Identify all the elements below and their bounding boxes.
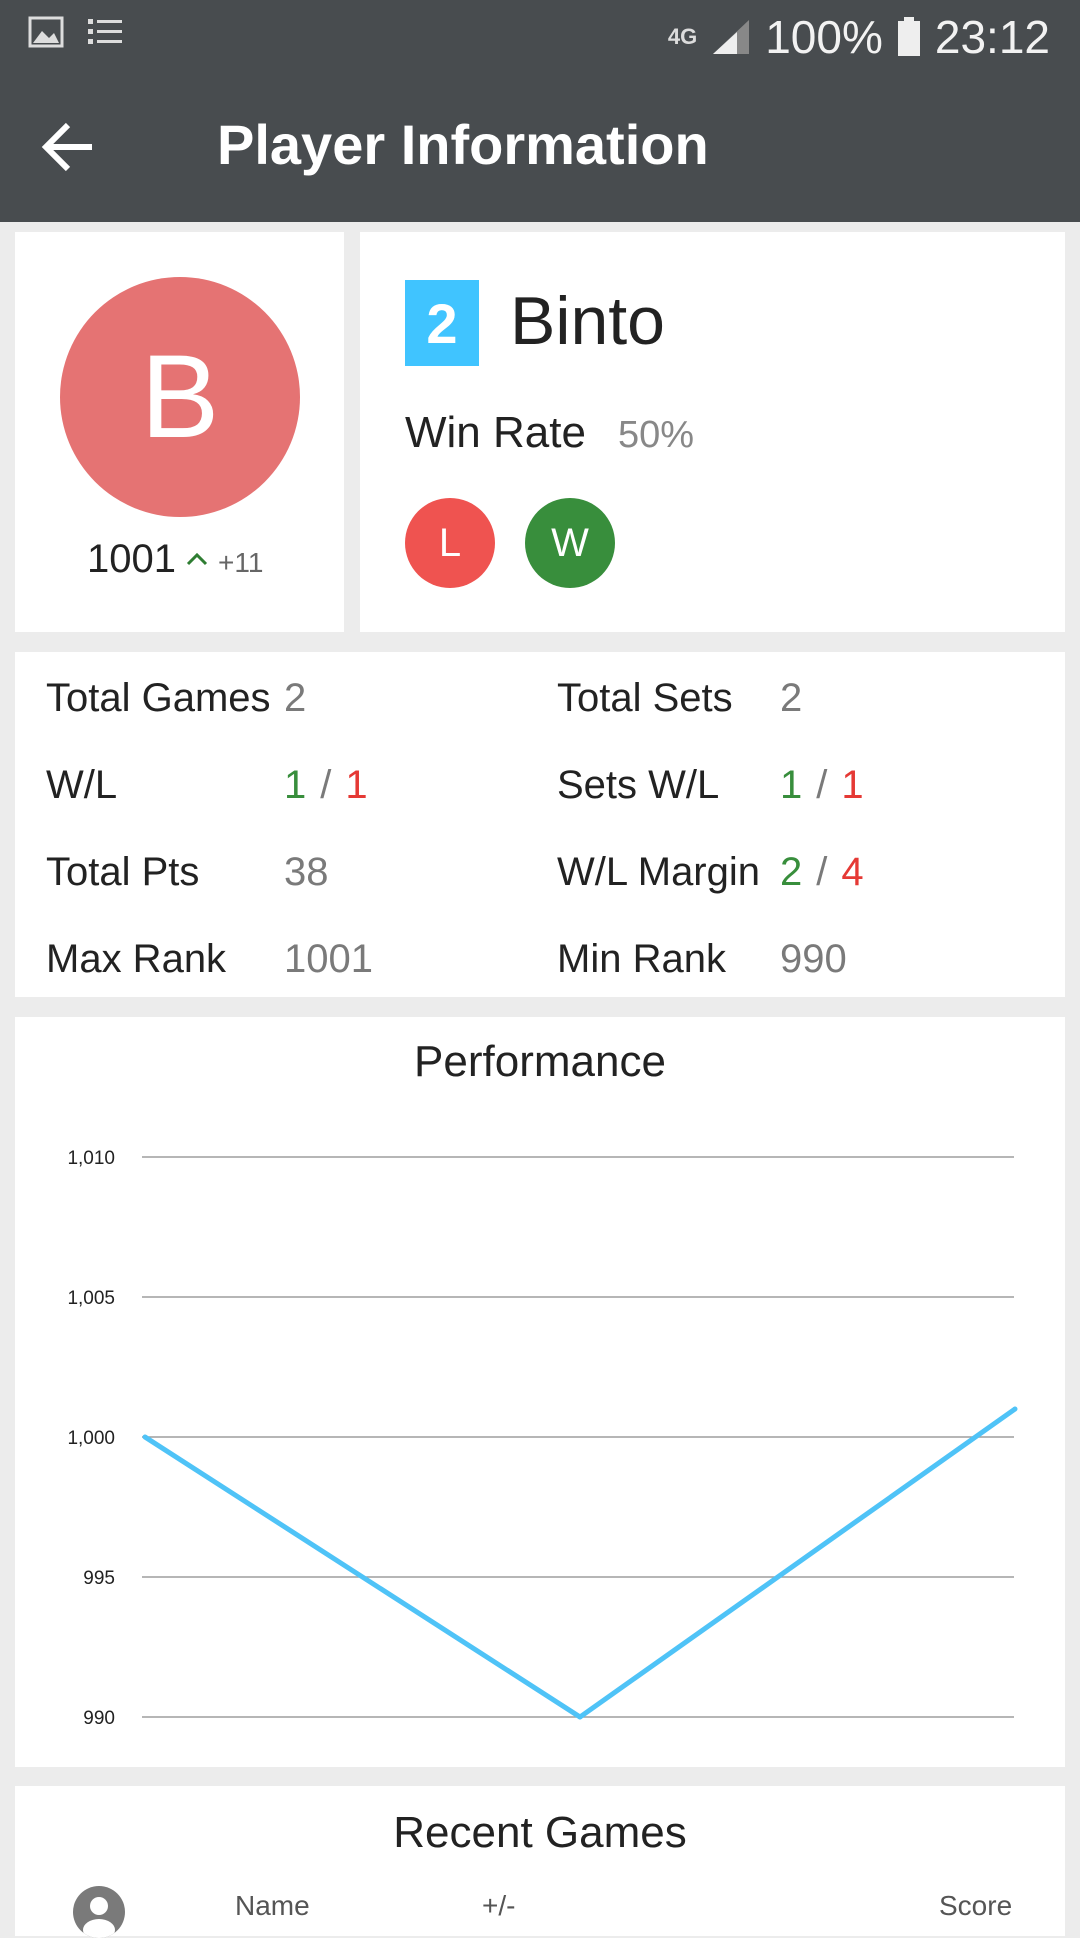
series-line [143, 1406, 1017, 1720]
result-badge-win: W [525, 498, 615, 588]
stat-label: Max Rank [46, 937, 227, 981]
position-badge: 2 [405, 280, 479, 366]
chevron-up-icon [186, 545, 208, 573]
player-name: Binto [510, 283, 665, 359]
stat-label: Min Rank [557, 937, 726, 981]
wins-value: 1 [780, 763, 803, 807]
stat-value: 990 [780, 937, 847, 981]
wins-value: 1 [284, 763, 307, 807]
signal-icon [713, 20, 750, 54]
separator: / [320, 763, 332, 807]
status-bar: 4G 100% 23:12 [0, 0, 1080, 72]
battery-icon [897, 17, 920, 56]
current-rank: 1001 [87, 537, 176, 581]
stat-value: 2 [284, 676, 307, 720]
stat-value: 2 / 4 [780, 850, 864, 895]
clock: 23:12 [934, 11, 1050, 63]
stat-label: Sets W/L [557, 763, 720, 807]
network-icon: 4G [667, 24, 698, 49]
stat-label: W/L [46, 763, 118, 807]
performance-card: Performance 990 995 1,000 1,005 1,010 [15, 1017, 1065, 1767]
result-badge-loss: L [405, 498, 495, 588]
player-avatar-card: B 1001 +11 [15, 232, 344, 632]
win-rate-label: Win Rate [405, 408, 586, 457]
arrow-left-icon[interactable] [40, 117, 100, 177]
avatar: B [60, 277, 300, 517]
data-point [1012, 1406, 1018, 1412]
user-icon [73, 1886, 125, 1938]
image-icon [28, 16, 64, 48]
y-tick-label: 1,005 [67, 1288, 115, 1309]
column-header-plus-minus: +/- [482, 1890, 516, 1921]
column-header-score: Score [939, 1890, 1013, 1921]
data-point [577, 1714, 583, 1720]
stat-value: 1001 [284, 937, 373, 981]
wins-value: 2 [780, 850, 803, 894]
losses-value: 1 [841, 763, 864, 807]
stat-label: Total Games [46, 676, 271, 720]
recent-results: L W [405, 498, 615, 588]
chart-title: Performance [414, 1037, 666, 1086]
stat-label: Total Pts [46, 850, 200, 894]
losses-value: 4 [841, 850, 864, 894]
win-rate: Win Rate 50% [405, 408, 694, 458]
separator: / [816, 850, 828, 894]
list-icon [88, 19, 122, 44]
data-point [142, 1434, 148, 1440]
rank-row: 1001 +11 [87, 537, 263, 582]
stat-label: Total Sets [557, 676, 733, 720]
stats-card: Total Games 2 W/L 1 / 1 Total Pts 38 Max R… [15, 652, 1065, 997]
rank-delta: +11 [217, 547, 264, 578]
losses-value: 1 [345, 763, 368, 807]
separator: / [816, 763, 828, 807]
y-tick-label: 1,000 [67, 1428, 115, 1449]
y-tick-label: 990 [83, 1708, 115, 1729]
stat-value: 38 [284, 850, 329, 894]
stat-label: W/L Margin [557, 850, 761, 894]
recent-games-card: Recent Games Name +/- Score [15, 1786, 1065, 1938]
stat-value: 1 / 1 [284, 763, 368, 808]
y-tick-label: 1,010 [67, 1148, 115, 1169]
stat-value: 1 / 1 [780, 763, 864, 808]
win-rate-value: 50% [617, 414, 695, 456]
stat-value: 2 [780, 676, 803, 720]
battery-percent: 100% [765, 11, 883, 63]
y-tick-label: 995 [83, 1568, 115, 1589]
player-info-card: 2 Binto Win Rate 50% L W [360, 232, 1065, 632]
page-title: Player Information [217, 113, 709, 176]
column-header-name: Name [235, 1890, 310, 1921]
recent-games-title: Recent Games [393, 1808, 687, 1857]
app-bar: Player Information [0, 72, 1080, 222]
performance-chart: 990 995 1,000 1,005 1,010 [67, 1148, 1018, 1729]
